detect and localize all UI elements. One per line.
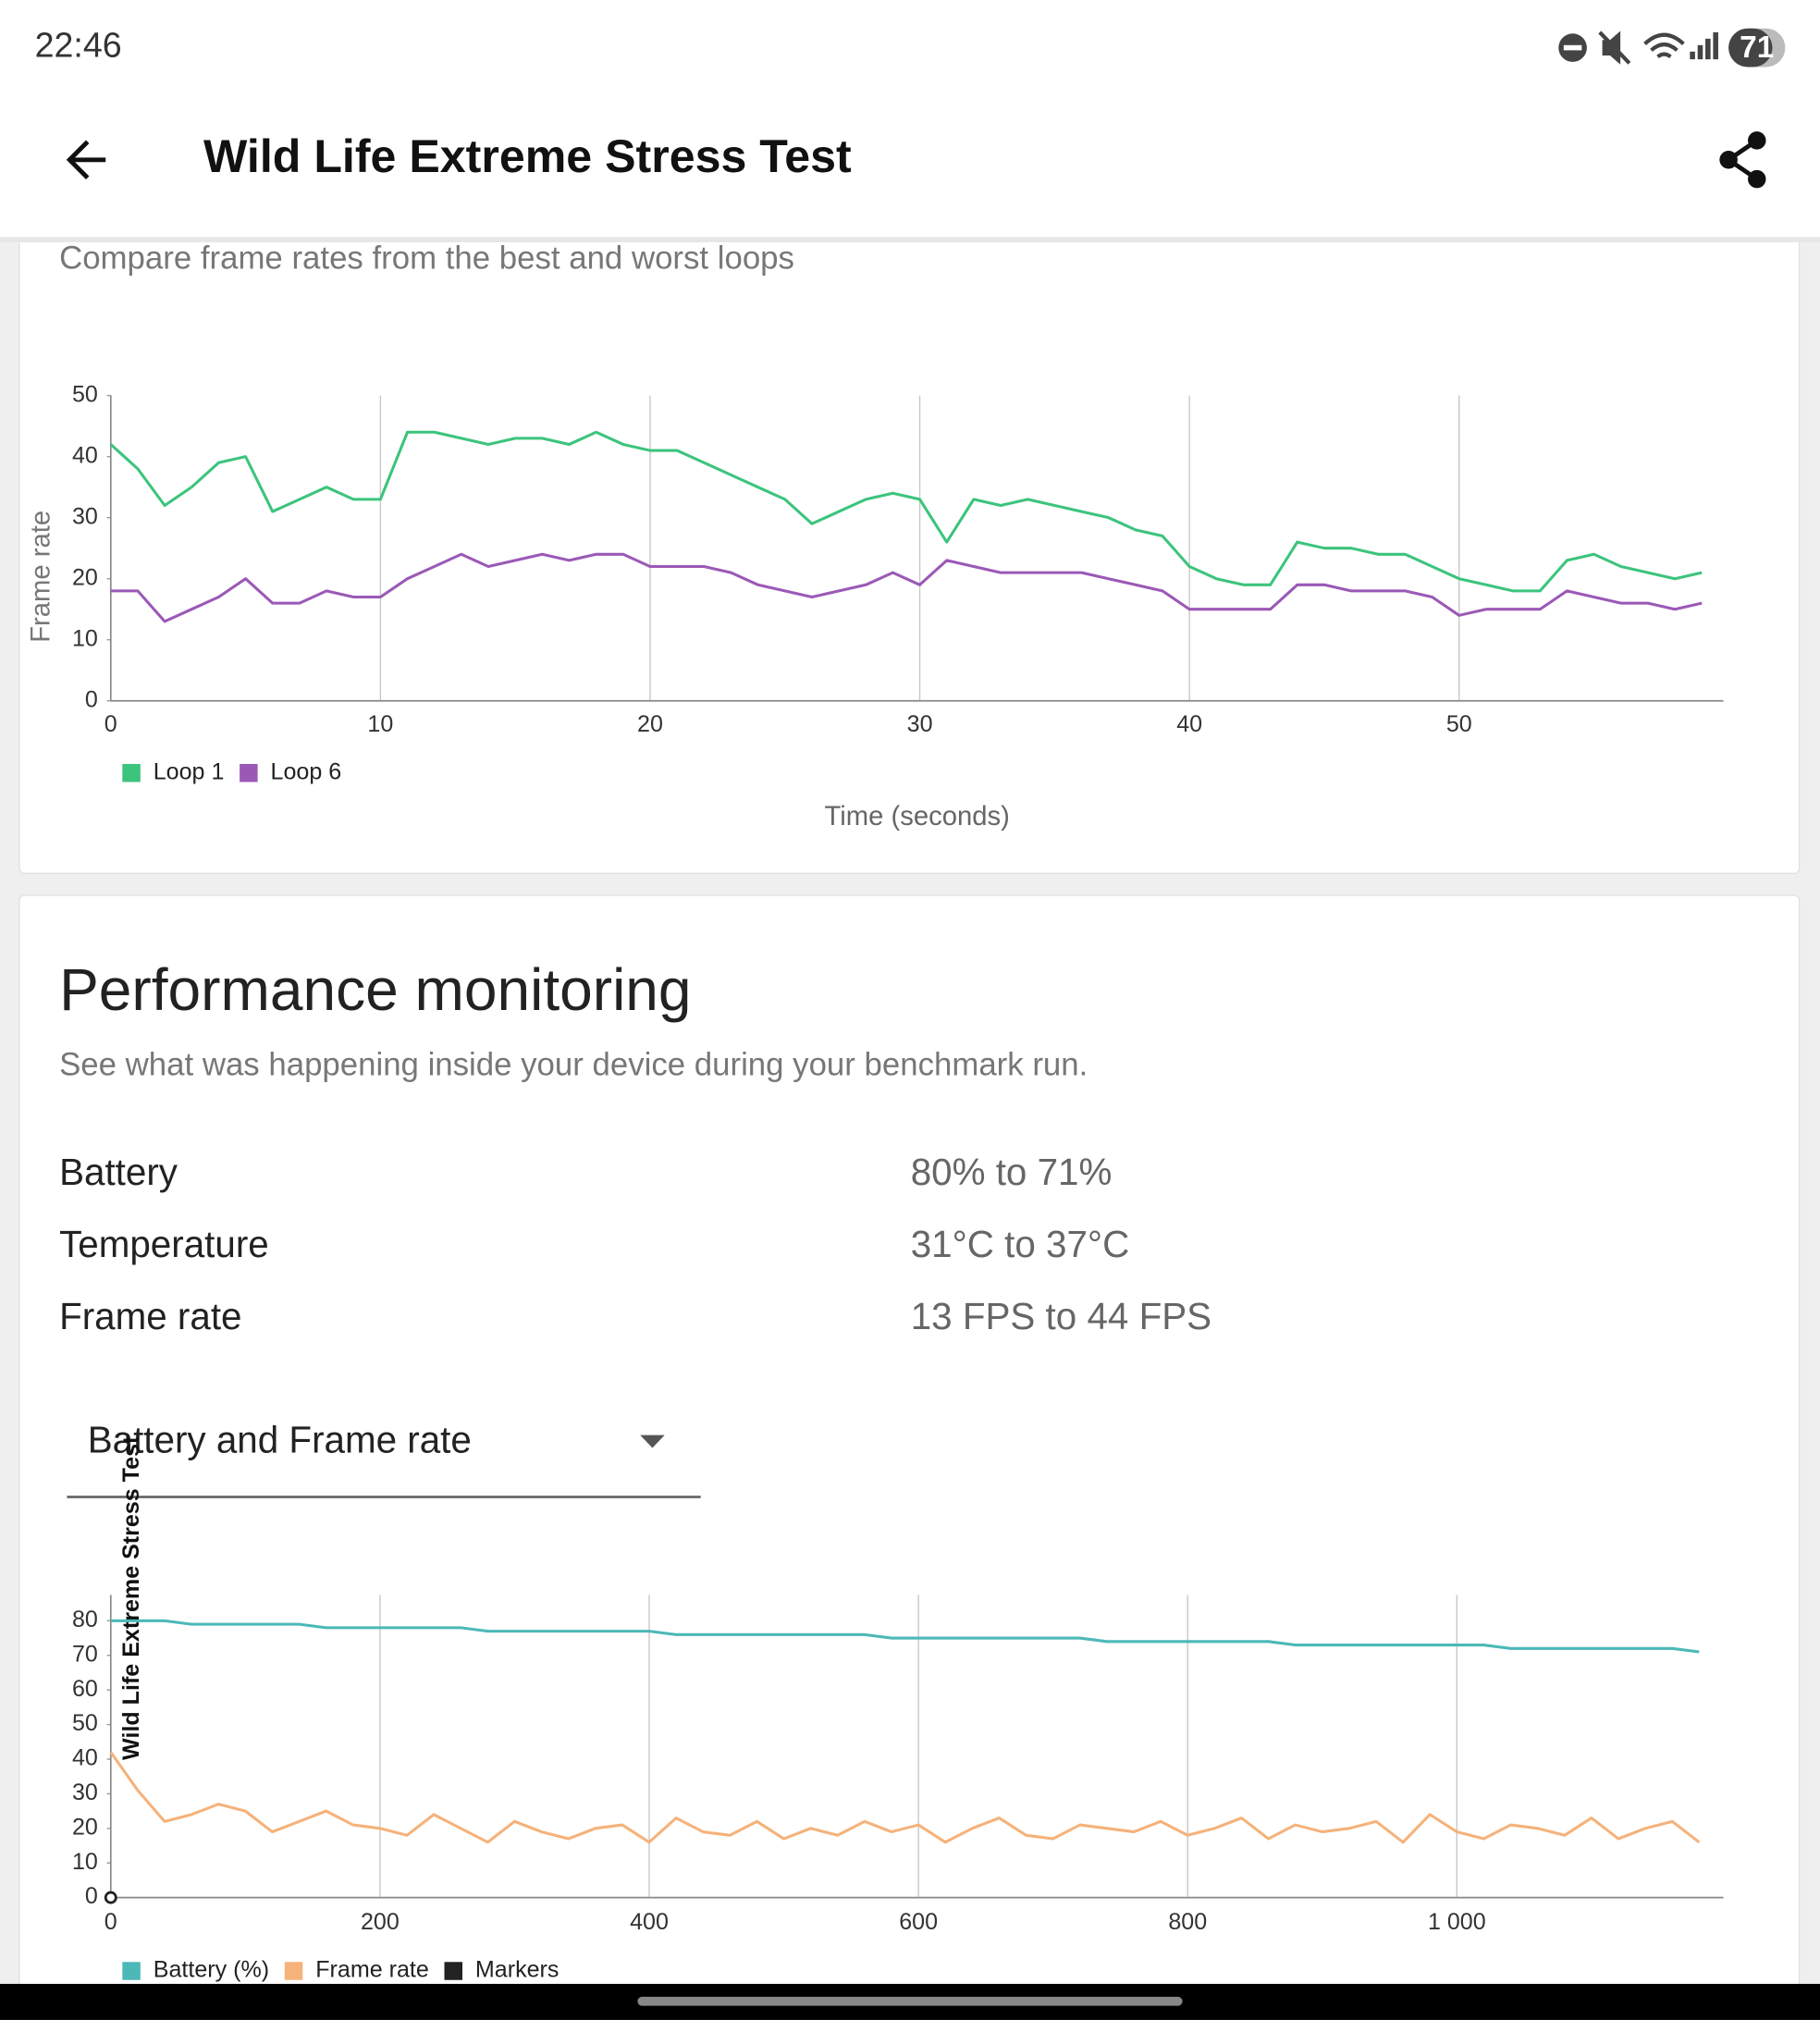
x-tick-label: 200 [361,1909,400,1935]
series-line [109,1751,1701,1844]
y-axis-label: Wild Life Extreme Stress Test [118,1435,144,1760]
legend-swatch [122,763,141,782]
app-bar-shadow [0,237,1820,242]
x-tick-label: 1 000 [1428,1909,1486,1935]
series-line [110,552,1703,623]
legend-swatch [122,1962,141,1980]
series-line [110,1619,1700,1654]
legend-label: Markers [475,1957,560,1983]
status-icons [1558,28,1786,68]
y-tick-label: 20 [72,1814,98,1840]
x-tick-label: 50 [1446,711,1472,737]
marker [104,1891,117,1904]
legend-label: Loop 6 [271,758,342,784]
x-tick-label: 400 [630,1909,669,1935]
performance-card [18,894,1801,2020]
row-value: 31°C to 37°C [911,1223,1130,1265]
share-button[interactable] [1719,131,1766,189]
legend-swatch [444,1962,462,1980]
x-tick-label: 0 [105,1909,117,1935]
y-tick-label: 50 [72,381,98,407]
y-tick-label: 20 [72,564,98,590]
y-tick-label: 10 [72,1849,98,1875]
series-line [109,430,1703,593]
y-tick-label: 50 [72,1710,98,1736]
x-tick-label: 30 [907,711,933,737]
row-label: Temperature [59,1223,269,1265]
charts: 0 10 20 30 40 50 0 10 20 30 40 50 Frame rate Time (se… [27,381,1724,1983]
x-tick-label: 600 [899,1909,938,1935]
section-subtitle: See what was happening inside your devic… [59,1046,1088,1082]
y-tick-label: 30 [72,1780,98,1805]
legend-label: Battery (%) [154,1957,269,1983]
row-value: 80% to 71% [911,1151,1113,1193]
y-tick-label: 0 [85,686,98,712]
row-label: Battery [59,1151,178,1193]
y-axis-label: Frame rate [27,511,56,643]
x-tick-label: 20 [637,711,663,737]
y-tick-label: 30 [72,503,98,529]
y-tick-label: 60 [72,1676,98,1702]
x-tick-label: 10 [367,711,393,737]
app-bar [0,0,1820,238]
legend-swatch [284,1962,303,1980]
x-tick-label: 0 [105,711,117,737]
dropdown-text: Battery and Frame rate [88,1419,472,1461]
row-label: Frame rate [59,1295,241,1337]
back-button[interactable] [66,140,106,179]
y-tick-label: 80 [72,1607,98,1632]
app-title: Wild Life Extreme Stress Test [203,130,852,182]
card-subtitle: Compare frame rates from the best and wo… [59,240,794,277]
section-title: Performance monitoring [59,956,691,1023]
status-battery: 71 [1740,31,1774,65]
dropdown[interactable]: Battery and Frame rate [67,1419,701,1498]
home-indicator[interactable] [637,1996,1183,2006]
legend-label: Frame rate [315,1957,429,1983]
y-tick-label: 70 [72,1641,98,1667]
legend-label: Loop 1 [154,758,225,784]
legend-swatch [240,763,258,782]
y-tick-label: 40 [72,1745,98,1771]
x-tick-label: 800 [1168,1909,1207,1935]
row-value: 13 FPS to 44 FPS [911,1295,1211,1337]
status-time: 22:46 [35,26,122,65]
x-axis-label: Time (seconds) [824,802,1009,831]
y-tick-label: 40 [72,442,98,468]
y-tick-label: 0 [85,1883,98,1909]
y-tick-label: 10 [72,625,98,651]
x-tick-label: 40 [1176,711,1202,737]
